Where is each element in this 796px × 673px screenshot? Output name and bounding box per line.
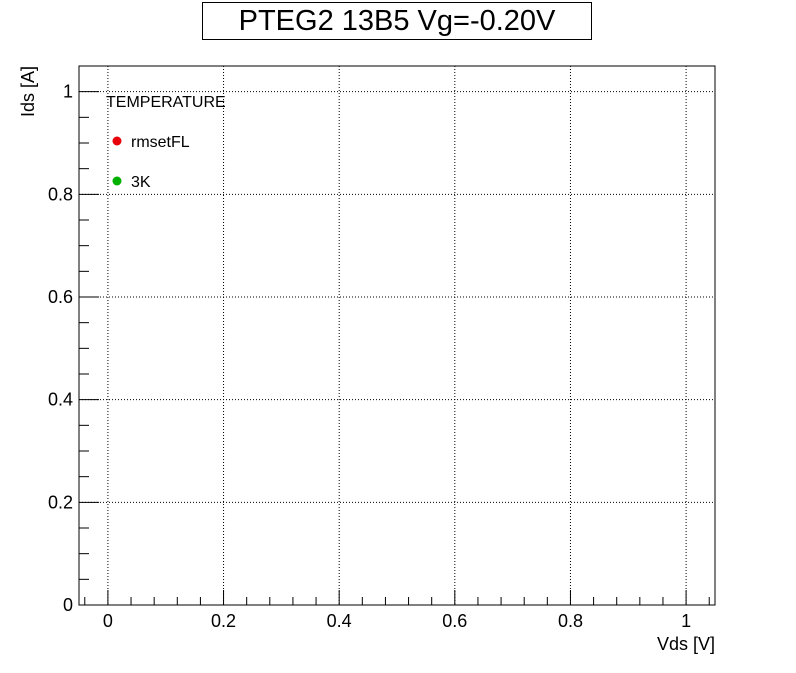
tick-labels: 0 0.2 0.4 0.6 0.8 1 0 0.2 0.4 0.6 0.8 1 — [48, 82, 691, 631]
y-tick-label: 1 — [63, 82, 73, 102]
x-axis-label: Vds [V] — [657, 634, 715, 654]
y-axis-label: Ids [A] — [18, 66, 38, 117]
x-tick-label: 0.2 — [211, 611, 236, 631]
legend-entry-rmsetfl: rmsetFL — [112, 134, 190, 151]
x-tick-label: 0.8 — [558, 611, 583, 631]
x-tick-label: 0 — [103, 611, 113, 631]
legend-title: TEMPERATURE — [106, 94, 226, 111]
x-tick-label: 0.6 — [442, 611, 467, 631]
plot-frame — [78, 65, 716, 606]
legend-marker-3k — [112, 176, 122, 186]
x-tick-label: 1 — [681, 611, 691, 631]
legend-marker-rmsetfl — [112, 136, 122, 146]
y-tick-label: 0.8 — [48, 184, 73, 204]
legend-label-rmsetfl: rmsetFL — [131, 134, 190, 151]
x-tick-label: 0.4 — [327, 611, 352, 631]
y-tick-label: 0 — [63, 595, 73, 615]
chart-title: PTEG2 13B5 Vg=-0.20V — [202, 2, 592, 40]
axis-ticks — [79, 65, 710, 606]
legend: TEMPERATURE rmsetFL 3K — [106, 94, 226, 191]
legend-label-3k: 3K — [131, 174, 151, 191]
legend-entry-3k: 3K — [112, 174, 151, 191]
y-tick-label: 0.4 — [48, 390, 73, 410]
y-tick-label: 0.2 — [48, 492, 73, 512]
y-tick-label: 0.6 — [48, 287, 73, 307]
